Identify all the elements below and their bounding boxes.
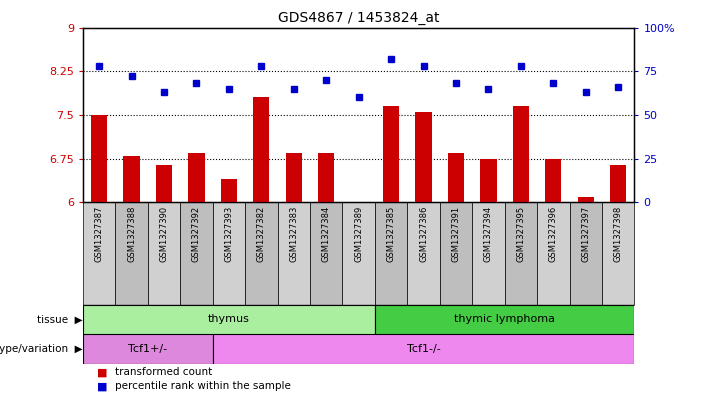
Bar: [342, 202, 375, 305]
Text: GSM1327398: GSM1327398: [614, 206, 623, 262]
Bar: [180, 202, 213, 305]
Title: GDS4867 / 1453824_at: GDS4867 / 1453824_at: [278, 11, 439, 25]
Bar: [610, 165, 627, 202]
Bar: [472, 202, 505, 305]
Text: thymic lymphoma: thymic lymphoma: [454, 314, 555, 324]
Bar: [91, 115, 107, 202]
Text: ■: ■: [97, 367, 108, 377]
Bar: [83, 202, 115, 305]
Text: GSM1327387: GSM1327387: [94, 206, 104, 262]
Bar: [578, 196, 594, 202]
Bar: [415, 112, 432, 202]
Text: tissue  ▶: tissue ▶: [37, 314, 83, 324]
Bar: [318, 153, 335, 202]
Bar: [83, 334, 213, 364]
Bar: [505, 202, 537, 305]
Bar: [83, 305, 375, 334]
Bar: [383, 106, 399, 202]
Bar: [545, 159, 562, 202]
Bar: [375, 305, 634, 334]
Bar: [213, 334, 634, 364]
Text: GSM1327397: GSM1327397: [581, 206, 590, 262]
Bar: [375, 202, 407, 305]
Bar: [310, 202, 342, 305]
Text: thymus: thymus: [208, 314, 250, 324]
Bar: [115, 202, 148, 305]
Text: GSM1327390: GSM1327390: [159, 206, 169, 262]
Text: GSM1327382: GSM1327382: [257, 206, 266, 262]
Text: GSM1327394: GSM1327394: [484, 206, 493, 262]
Bar: [570, 202, 602, 305]
Text: GSM1327383: GSM1327383: [289, 206, 298, 262]
Bar: [440, 202, 472, 305]
Bar: [278, 202, 310, 305]
Text: GSM1327386: GSM1327386: [419, 206, 428, 262]
Bar: [213, 202, 245, 305]
Bar: [245, 202, 278, 305]
Bar: [513, 106, 529, 202]
Text: GSM1327393: GSM1327393: [224, 206, 234, 262]
Bar: [480, 159, 497, 202]
Bar: [148, 202, 180, 305]
Text: GSM1327385: GSM1327385: [386, 206, 396, 262]
Text: transformed count: transformed count: [115, 367, 213, 377]
Bar: [188, 153, 205, 202]
Text: GSM1327391: GSM1327391: [451, 206, 461, 262]
Text: percentile rank within the sample: percentile rank within the sample: [115, 381, 291, 391]
Bar: [253, 97, 270, 202]
Bar: [156, 165, 172, 202]
Bar: [221, 179, 237, 202]
Bar: [602, 202, 634, 305]
Text: ■: ■: [97, 381, 108, 391]
Bar: [537, 202, 570, 305]
Text: genotype/variation  ▶: genotype/variation ▶: [0, 344, 83, 354]
Text: GSM1327389: GSM1327389: [354, 206, 363, 262]
Text: GSM1327395: GSM1327395: [516, 206, 526, 262]
Bar: [286, 153, 302, 202]
Text: GSM1327396: GSM1327396: [549, 206, 558, 262]
Bar: [448, 153, 464, 202]
Text: Tcf1+/-: Tcf1+/-: [128, 344, 167, 354]
Bar: [407, 202, 440, 305]
Text: GSM1327384: GSM1327384: [322, 206, 331, 262]
Bar: [123, 156, 140, 202]
Text: GSM1327388: GSM1327388: [127, 206, 136, 262]
Text: Tcf1-/-: Tcf1-/-: [407, 344, 441, 354]
Text: GSM1327392: GSM1327392: [192, 206, 201, 262]
